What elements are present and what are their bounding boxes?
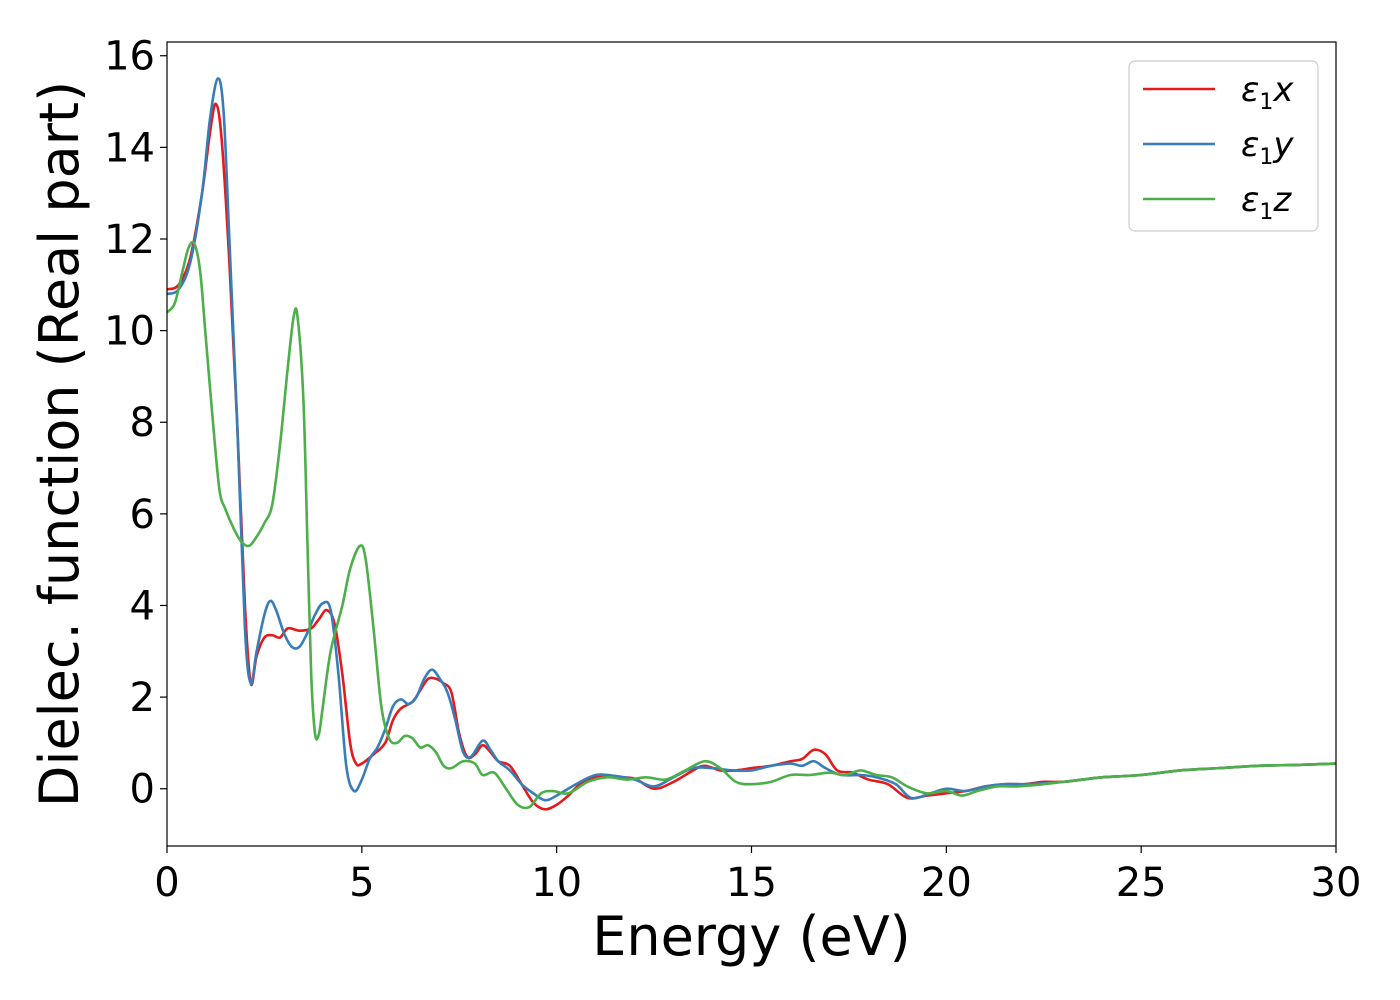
x-tick-label: 30 <box>1311 860 1362 906</box>
y-tick-label: 12 <box>104 217 155 263</box>
y-tick-label: 2 <box>130 675 155 721</box>
legend-label-eps1y: ε1y <box>1241 125 1294 170</box>
y-axis-title: Dielec. function (Real part) <box>28 81 91 807</box>
legend-label-axis: y <box>1272 125 1294 165</box>
y-tick-label: 10 <box>104 309 155 355</box>
x-axis-title: Energy (eV) <box>592 905 911 968</box>
legend-label-symbol: ε <box>1241 70 1259 110</box>
axes-layer: 0 5 10 15 20 25 30 0 2 4 6 8 10 12 14 16 <box>104 34 1361 906</box>
x-tick-label: 15 <box>726 860 777 906</box>
series-line-eps1x <box>167 102 1336 811</box>
y-tick-label: 8 <box>130 400 155 446</box>
legend-label-subscript: 1 <box>1259 145 1273 170</box>
legend-label-symbol: ε <box>1241 180 1259 220</box>
legend-label-subscript: 1 <box>1259 90 1273 115</box>
y-tick-label: 16 <box>104 34 155 80</box>
legend-label-subscript: 1 <box>1259 200 1273 225</box>
series-line-eps1z <box>167 240 1336 810</box>
x-tick-label: 0 <box>154 860 179 906</box>
legend-box <box>1128 60 1319 232</box>
y-tick-label: 14 <box>104 125 155 171</box>
y-tick-label: 6 <box>130 492 155 538</box>
x-tick-label: 25 <box>1116 860 1167 906</box>
x-tick-label: 20 <box>921 860 972 906</box>
legend-label-eps1z: ε1z <box>1241 180 1292 225</box>
legend-label-symbol: ε <box>1241 125 1259 165</box>
series-layer <box>167 77 1336 811</box>
legend-label-axis: x <box>1272 70 1294 110</box>
legend-label-axis: z <box>1272 180 1292 220</box>
x-tick-label: 10 <box>531 860 582 906</box>
series-line-eps1y <box>167 77 1336 802</box>
y-tick-label: 0 <box>130 767 155 813</box>
y-tick-label: 4 <box>130 583 155 629</box>
legend-label-eps1x: ε1x <box>1241 70 1294 115</box>
x-tick-label: 5 <box>349 860 374 906</box>
